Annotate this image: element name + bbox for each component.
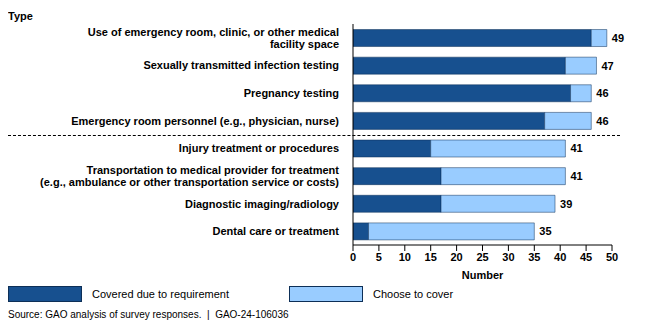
html-text:Source: GAO analysis of survey: Source: GAO analysis of survey responses… [8,309,289,320]
svg-text:39: 39 [560,198,572,210]
svg-text:Use of emergency room, clinic,: Use of emergency room, clinic, or other … [88,26,339,51]
svg-text:Sexually transmitted infection: Sexually transmitted infection testing [143,59,339,71]
svg-text:Diagnostic imaging/radiology: Diagnostic imaging/radiology [185,198,340,210]
html-text:Type: Type [8,10,33,22]
html-text:Choose to cover: Choose to cover [373,288,454,300]
svg-text:Number: Number [462,269,504,279]
svg-text:47: 47 [601,60,613,72]
svg-text:30: 30 [502,251,514,263]
svg-text:10: 10 [399,251,411,263]
svg-text:40: 40 [554,251,566,263]
svg-text:15: 15 [425,251,437,263]
svg-text:Emergency room personnel (e.g.: Emergency room personnel (e.g., physicia… [71,115,339,127]
svg-text:45: 45 [580,251,592,263]
svg-text:Transportation to medical prov: Transportation to medical provider for t… [40,164,339,189]
svg-text:Injury treatment or procedures: Injury treatment or procedures [179,142,339,154]
svg-text:46: 46 [596,87,608,99]
svg-text:35: 35 [539,225,551,237]
svg-text:46: 46 [596,115,608,127]
svg-text:41: 41 [570,170,582,182]
svg-text:25: 25 [476,251,488,263]
svg-text:20: 20 [450,251,462,263]
svg-text:0: 0 [350,251,356,263]
svg-text:49: 49 [612,32,624,44]
svg-text:5: 5 [376,251,382,263]
svg-text:41: 41 [570,142,582,154]
svg-text:35: 35 [528,251,540,263]
svg-text:Pregnancy testing: Pregnancy testing [244,87,339,99]
svg-text:50: 50 [606,251,618,263]
html-text:Covered due to requirement: Covered due to requirement [92,288,229,300]
svg-text:Dental care or treatment: Dental care or treatment [212,225,339,237]
